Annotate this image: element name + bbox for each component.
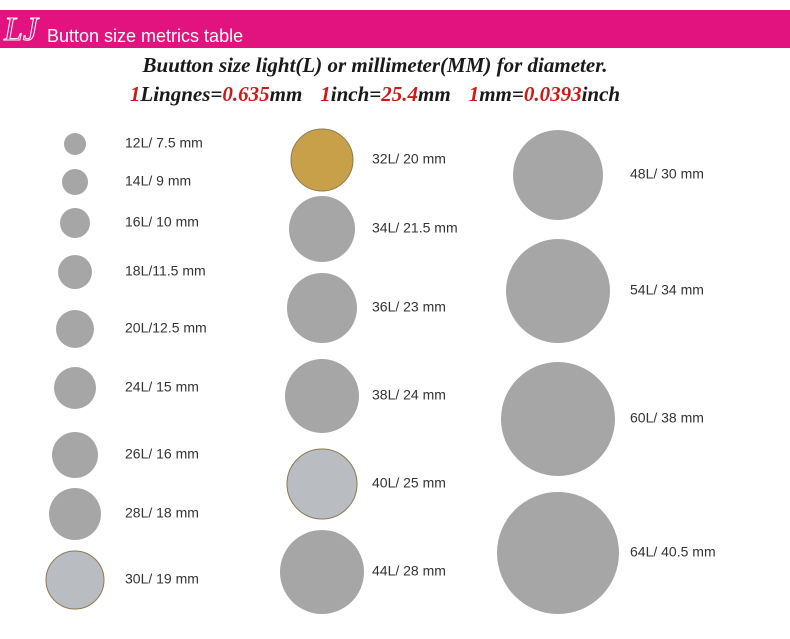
button-circle bbox=[54, 367, 96, 409]
size-label: 32L/ 20 mm bbox=[372, 151, 446, 167]
subtitle: Buutton size light(L) or millimeter(MM) … bbox=[142, 53, 608, 77]
coin bbox=[45, 550, 105, 610]
conversion-part: mm bbox=[418, 82, 451, 106]
size-label: 24L/ 15 mm bbox=[125, 379, 199, 395]
conversion-line: 1Lingnes=0.635mm 1inch=25.4mm 1mm=0.0393in… bbox=[130, 82, 620, 106]
conversion-part: 1 bbox=[320, 82, 331, 106]
size-label: 34L/ 21.5 mm bbox=[372, 220, 458, 236]
size-label: 20L/12.5 mm bbox=[125, 320, 207, 336]
button-circle bbox=[280, 530, 364, 614]
conversion-part: inch= bbox=[331, 82, 381, 106]
size-label: 54L/ 34 mm bbox=[630, 282, 704, 298]
size-label: 60L/ 38 mm bbox=[630, 410, 704, 426]
button-circle bbox=[287, 273, 357, 343]
conversion-part: 1 bbox=[130, 82, 141, 106]
button-circle bbox=[58, 255, 92, 289]
button-circle bbox=[513, 130, 603, 220]
size-label: 14L/ 9 mm bbox=[125, 173, 191, 189]
button-circle bbox=[64, 133, 86, 155]
size-label: 12L/ 7.5 mm bbox=[125, 135, 203, 151]
conversion-part: mm bbox=[270, 82, 303, 106]
button-circle bbox=[289, 196, 355, 262]
size-label: 38L/ 24 mm bbox=[372, 387, 446, 403]
coin bbox=[290, 128, 354, 192]
conversion-part: mm= bbox=[479, 82, 524, 106]
button-circle bbox=[501, 362, 615, 476]
size-label: 18L/11.5 mm bbox=[125, 263, 206, 279]
size-label: 28L/ 18 mm bbox=[125, 505, 199, 521]
size-label: 40L/ 25 mm bbox=[372, 475, 446, 491]
size-label: 16L/ 10 mm bbox=[125, 214, 199, 230]
conversion-part: 1 bbox=[469, 82, 480, 106]
size-label: 36L/ 23 mm bbox=[372, 299, 446, 315]
button-circle bbox=[60, 208, 90, 238]
size-label: 26L/ 16 mm bbox=[125, 446, 199, 462]
button-circle bbox=[506, 239, 610, 343]
size-label: 64L/ 40.5 mm bbox=[630, 544, 716, 560]
conversion-part: inch bbox=[582, 82, 621, 106]
button-circle bbox=[497, 492, 619, 614]
conversion-part: 25.4 bbox=[380, 82, 418, 106]
button-circle bbox=[285, 359, 359, 433]
header-title: Button size metrics table bbox=[47, 26, 243, 46]
size-label: 44L/ 28 mm bbox=[372, 563, 446, 579]
header-bar bbox=[0, 10, 790, 48]
conversion-part: Lingnes= bbox=[139, 82, 222, 106]
button-circle bbox=[56, 310, 94, 348]
conversion-part: 0.0393 bbox=[524, 82, 582, 106]
conversion-part: 0.635 bbox=[222, 82, 269, 106]
coin bbox=[286, 448, 358, 520]
button-circle bbox=[52, 432, 98, 478]
logo: LJ bbox=[3, 11, 40, 48]
size-label: 48L/ 30 mm bbox=[630, 166, 704, 182]
size-label: 30L/ 19 mm bbox=[125, 571, 199, 587]
button-circle bbox=[62, 169, 88, 195]
button-circle bbox=[49, 488, 101, 540]
